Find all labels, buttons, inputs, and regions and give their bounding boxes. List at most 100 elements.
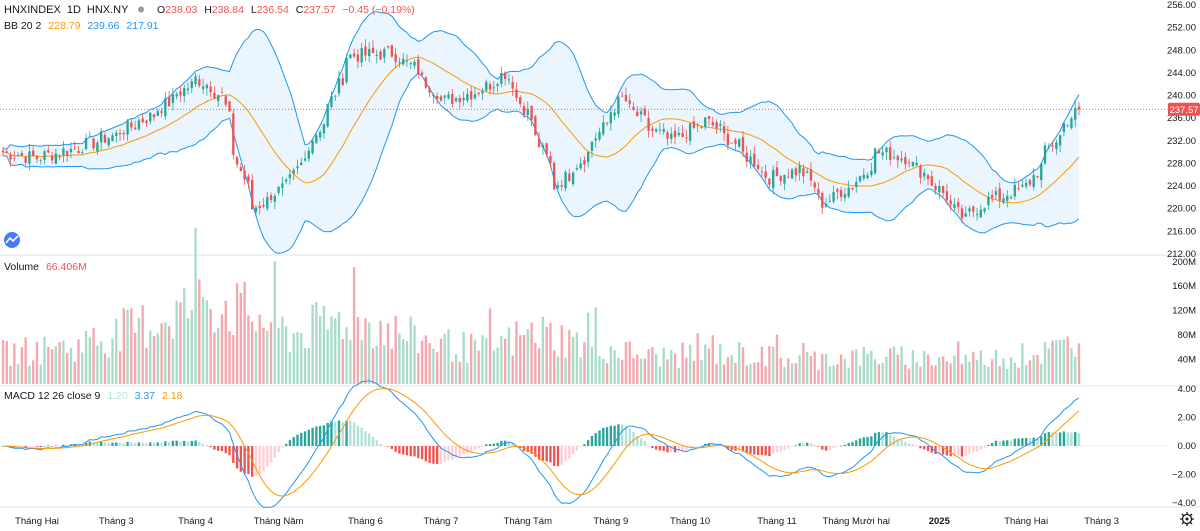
macd-hist-bar xyxy=(273,446,277,458)
candle xyxy=(428,86,431,98)
macd-hist-bar xyxy=(405,446,409,456)
macd-hist-bar xyxy=(183,440,186,446)
market-status-icon[interactable] xyxy=(138,6,144,13)
volume-bar xyxy=(311,304,314,384)
macd-hist-bar xyxy=(99,441,103,446)
volume-bar xyxy=(394,315,397,384)
macd-hist-bar xyxy=(485,444,488,446)
macd-hist-bar xyxy=(1009,440,1013,446)
candle xyxy=(700,125,703,129)
candle xyxy=(186,82,190,95)
symbol-label[interactable]: HNXINDEX xyxy=(4,4,62,16)
candle xyxy=(337,70,341,97)
time-axis-label: Tháng Hai xyxy=(15,516,59,527)
volume-bar xyxy=(50,349,54,384)
svg-text:O238.03 H238.84 L236.5: O238.03 H238.84 L236.54 C237.57 −0.45 (−… xyxy=(157,4,415,16)
volume-bar xyxy=(926,354,930,384)
volume-bar xyxy=(1032,355,1035,384)
candle xyxy=(352,48,356,58)
candle xyxy=(224,94,227,108)
macd-hist-bar xyxy=(303,431,307,446)
macd-hist-bar xyxy=(923,446,926,450)
volume-bar xyxy=(745,365,748,384)
volume-bar xyxy=(719,344,722,384)
volume-bar xyxy=(983,364,986,384)
candle xyxy=(284,177,288,185)
candle xyxy=(855,177,858,193)
volume-bar xyxy=(779,357,782,384)
macd-signal-line xyxy=(3,388,1080,497)
macd-hist-bar xyxy=(130,442,133,446)
candle xyxy=(609,105,613,131)
macd-hist-bar xyxy=(1036,437,1039,446)
candle xyxy=(398,57,401,68)
candle xyxy=(1017,181,1020,191)
volume-bar xyxy=(58,342,61,384)
candle xyxy=(99,128,103,150)
macd-hist-bar xyxy=(609,425,613,446)
candle xyxy=(790,167,794,179)
exchange-label: HNX.NY xyxy=(87,4,129,16)
logo-icon[interactable] xyxy=(4,232,20,248)
macd-hist-bar xyxy=(654,446,658,450)
candle xyxy=(1047,143,1050,150)
volume-bar xyxy=(54,346,58,384)
macd-hist-bar xyxy=(537,446,541,460)
volume-bar xyxy=(398,333,401,384)
ohlc-close-value: 237.57 xyxy=(303,4,335,16)
macd-hist-bar xyxy=(190,440,193,446)
macd-hist-bar xyxy=(1024,437,1028,446)
candle xyxy=(926,173,930,186)
volume-bar xyxy=(873,359,877,384)
candle xyxy=(779,174,782,186)
volume-bar xyxy=(503,338,507,384)
bb-legend-label[interactable]: BB 20 2 xyxy=(4,20,42,32)
time-axis-label: Tháng 7 xyxy=(424,516,459,527)
macd-hist-bar xyxy=(254,446,258,477)
volume-bar xyxy=(186,318,190,384)
time-axis-label: Tháng 4 xyxy=(178,516,213,527)
candle xyxy=(507,73,511,85)
interval-label[interactable]: 1D xyxy=(67,4,81,16)
candle xyxy=(273,193,277,210)
macd-hist-bar xyxy=(594,433,597,446)
macd-hist-bar xyxy=(779,446,782,452)
candle xyxy=(462,91,465,106)
macd-hist-bar xyxy=(696,446,699,447)
candle xyxy=(764,164,767,182)
candle xyxy=(20,150,24,158)
candle xyxy=(477,92,480,97)
candle xyxy=(613,109,616,120)
macd-hist-bar xyxy=(96,442,99,446)
candle xyxy=(624,87,628,102)
volume-bar xyxy=(9,365,12,384)
volume-bar xyxy=(1002,358,1005,384)
macd-line xyxy=(2,380,1080,508)
volume-bar xyxy=(322,305,326,384)
macd-hist-bar xyxy=(447,446,450,461)
macd-hist-bar xyxy=(624,426,628,446)
volume-bar xyxy=(436,352,439,384)
volume-bar xyxy=(628,341,631,384)
candle xyxy=(1040,163,1043,188)
candle xyxy=(92,137,95,151)
volume-bar xyxy=(643,358,646,384)
macd-hist-bar xyxy=(307,429,310,446)
candle xyxy=(47,146,50,154)
settings-gear-icon[interactable] xyxy=(1180,512,1194,526)
volume-bar xyxy=(13,343,16,384)
macd-legend-label[interactable]: MACD 12 26 close 9 xyxy=(4,390,100,402)
macd-hist-bar xyxy=(949,446,952,457)
ohlc-high-value: 238.84 xyxy=(212,4,244,16)
macd-hist-bar xyxy=(760,446,764,456)
candle xyxy=(643,105,646,116)
macd-hist-bar xyxy=(262,446,265,472)
volume-bar xyxy=(511,355,514,384)
candle xyxy=(277,186,280,196)
candle xyxy=(213,86,216,100)
volume-bar xyxy=(938,357,941,384)
volume-bar xyxy=(364,318,367,384)
volume-legend-label[interactable]: Volume xyxy=(4,261,39,273)
candle xyxy=(432,93,435,104)
